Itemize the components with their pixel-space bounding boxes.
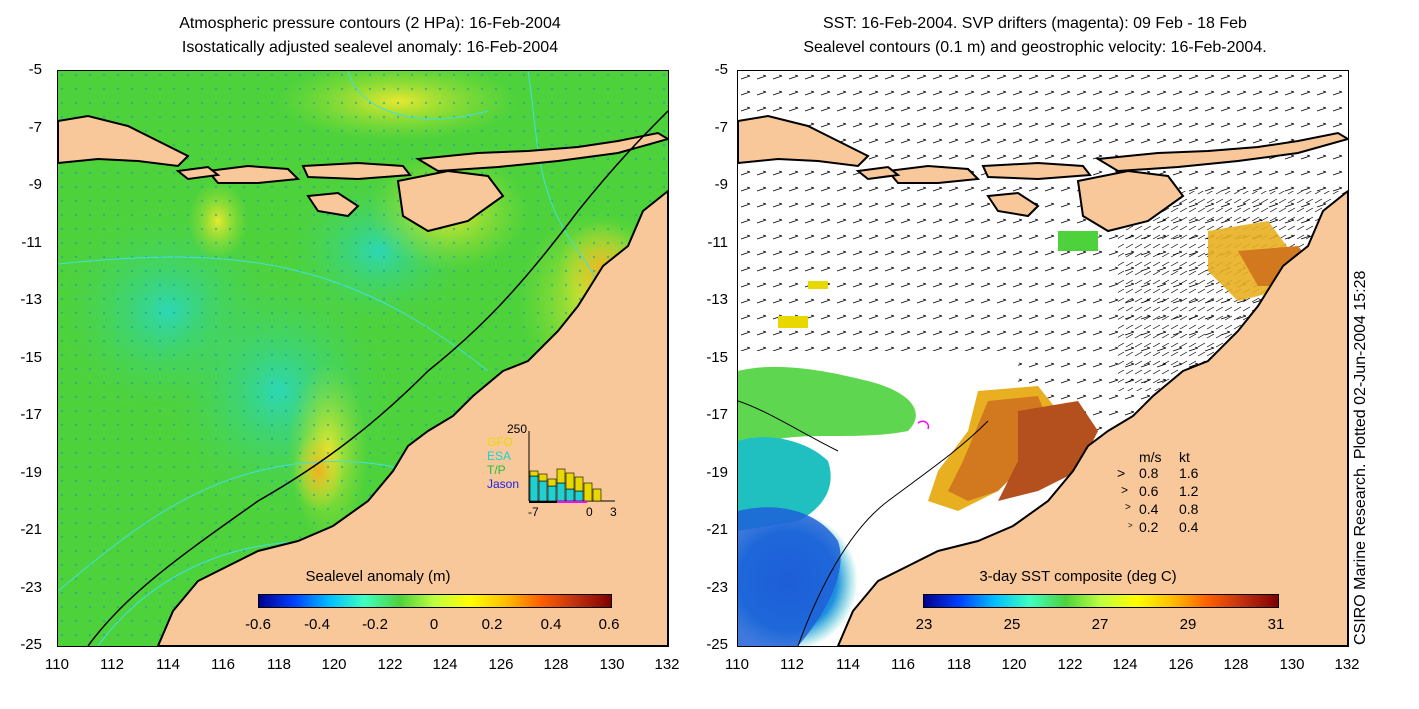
right-y-tick-4: -13 [706, 291, 728, 308]
left-cb-tick-0: -0.6 [245, 616, 271, 633]
left-cb-tick-5: 0.4 [540, 616, 562, 633]
velocity-header-kt: kt [1179, 449, 1190, 465]
left-y-tick-8: -21 [20, 521, 42, 538]
right-x-tick-1: 112 [780, 656, 804, 673]
left-y-tick-10: -25 [20, 636, 42, 653]
right-cb-tick-4: 31 [1267, 616, 1285, 633]
left-y-tick-6: -17 [20, 406, 42, 423]
right-cb-tick-0: 23 [915, 616, 933, 633]
velocity-arrow-icon: > [1117, 465, 1126, 481]
velocity-arrow-icon: > [1125, 502, 1131, 513]
left-y-tick-0: -5 [28, 61, 42, 78]
right-map-panel: m/s kt > 0.8 1.6 > 0.6 1.2 > 0.4 0.8 > 0… [737, 70, 1349, 647]
left-x-tick-5: 120 [321, 656, 347, 673]
right-y-tick-3: -11 [707, 234, 728, 251]
right-x-tick-11: 132 [1334, 656, 1360, 673]
velocity-kt-3: 0.4 [1179, 519, 1199, 535]
right-x-tick-10: 130 [1279, 656, 1305, 673]
left-y-tick-5: -15 [20, 349, 42, 366]
left-x-tick-10: 130 [599, 656, 625, 673]
right-x-tick-3: 116 [891, 656, 915, 673]
left-x-tick-1: 112 [100, 656, 124, 673]
left-cb-tick-1: -0.4 [304, 616, 330, 633]
left-y-tick-2: -9 [28, 176, 42, 193]
right-x-tick-2: 114 [836, 656, 860, 673]
right-x-tick-6: 122 [1057, 656, 1083, 673]
left-x-tick-2: 114 [156, 656, 180, 673]
credit-text: CSIRO Marine Research. Plotted 02-Jun-20… [1352, 270, 1369, 645]
velocity-header-ms: m/s [1139, 449, 1162, 465]
left-map-panel: 250 GFO ESA T/P Jason -7 0 3 [57, 70, 669, 647]
right-cb-tick-2: 27 [1091, 616, 1109, 633]
velocity-arrow-icon: > [1121, 483, 1129, 497]
left-cb-tick-3: 0 [429, 616, 439, 633]
sst-velocity-map [738, 71, 1348, 646]
velocity-ms-3: 0.2 [1139, 519, 1159, 535]
left-x-tick-4: 118 [267, 656, 291, 673]
left-x-tick-9: 128 [543, 656, 569, 673]
left-cb-tick-4: 0.2 [481, 616, 503, 633]
right-cb-tick-3: 29 [1179, 616, 1197, 633]
inset-xzero-label: 0 [586, 505, 593, 519]
inset-histogram [528, 431, 615, 503]
left-title-line2: Isostatically adjusted sealevel anomaly:… [181, 39, 559, 56]
inset-xmin-label: -7 [528, 505, 539, 519]
right-x-tick-4: 118 [947, 656, 971, 673]
velocity-ms-1: 0.6 [1139, 483, 1159, 499]
right-x-tick-9: 128 [1223, 656, 1249, 673]
right-title-line2: Sealevel contours (0.1 m) and geostrophi… [803, 39, 1267, 56]
right-x-tick-7: 124 [1112, 656, 1138, 673]
sealevel-anomaly-map [58, 71, 668, 646]
left-colorbar [258, 594, 612, 608]
left-x-tick-6: 122 [377, 656, 403, 673]
right-x-tick-5: 120 [1001, 656, 1027, 673]
velocity-kt-2: 0.8 [1179, 501, 1199, 517]
inset-ymax-label: 250 [507, 422, 528, 436]
right-y-tick-5: -15 [706, 349, 728, 366]
left-y-tick-3: -11 [21, 234, 42, 251]
velocity-ms-2: 0.4 [1139, 501, 1159, 517]
inset-legend-gfo: GFO [487, 435, 513, 449]
left-colorbar-label: Sealevel anomaly (m) [305, 568, 451, 585]
inset-legend-esa: ESA [487, 449, 512, 463]
right-colorbar [923, 594, 1279, 608]
left-x-tick-0: 110 [45, 656, 69, 673]
right-x-tick-8: 126 [1168, 656, 1194, 673]
right-cb-tick-1: 25 [1003, 616, 1021, 633]
right-y-tick-1: -7 [714, 119, 728, 136]
velocity-kt-1: 1.2 [1179, 483, 1199, 499]
left-y-tick-7: -19 [20, 464, 42, 481]
right-y-tick-6: -17 [706, 406, 728, 423]
left-x-tick-11: 132 [654, 656, 680, 673]
altimeter-inset: 250 GFO ESA T/P Jason -7 0 3 [482, 422, 622, 526]
left-x-tick-7: 124 [432, 656, 458, 673]
left-y-tick-1: -7 [28, 119, 42, 136]
right-y-tick-7: -19 [706, 464, 728, 481]
right-y-tick-8: -21 [706, 521, 728, 538]
right-y-tick-10: -25 [706, 636, 728, 653]
velocity-legend: m/s kt > 0.8 1.6 > 0.6 1.2 > 0.4 0.8 > 0… [1113, 449, 1223, 539]
inset-legend-jason: Jason [487, 477, 520, 491]
right-colorbar-label: 3-day SST composite (deg C) [979, 568, 1177, 585]
right-x-tick-0: 110 [725, 656, 749, 673]
left-x-tick-3: 116 [211, 656, 235, 673]
left-y-tick-4: -13 [20, 291, 42, 308]
left-cb-tick-6: 0.6 [598, 616, 620, 633]
right-y-tick-0: -5 [714, 61, 728, 78]
left-title-line1: Atmospheric pressure contours (2 HPa): 1… [179, 15, 561, 32]
velocity-kt-0: 1.6 [1179, 465, 1199, 481]
left-y-tick-9: -23 [20, 579, 42, 596]
inset-xmax-label: 3 [610, 505, 617, 519]
left-cb-tick-2: -0.2 [362, 616, 388, 633]
inset-legend-tp: T/P [487, 463, 506, 477]
left-x-tick-8: 126 [488, 656, 514, 673]
velocity-ms-0: 0.8 [1139, 465, 1159, 481]
right-y-tick-2: -9 [714, 176, 728, 193]
velocity-arrow-icon: > [1128, 521, 1133, 530]
right-y-tick-9: -23 [706, 579, 728, 596]
right-title-line1: SST: 16-Feb-2004. SVP drifters (magenta)… [823, 15, 1247, 32]
